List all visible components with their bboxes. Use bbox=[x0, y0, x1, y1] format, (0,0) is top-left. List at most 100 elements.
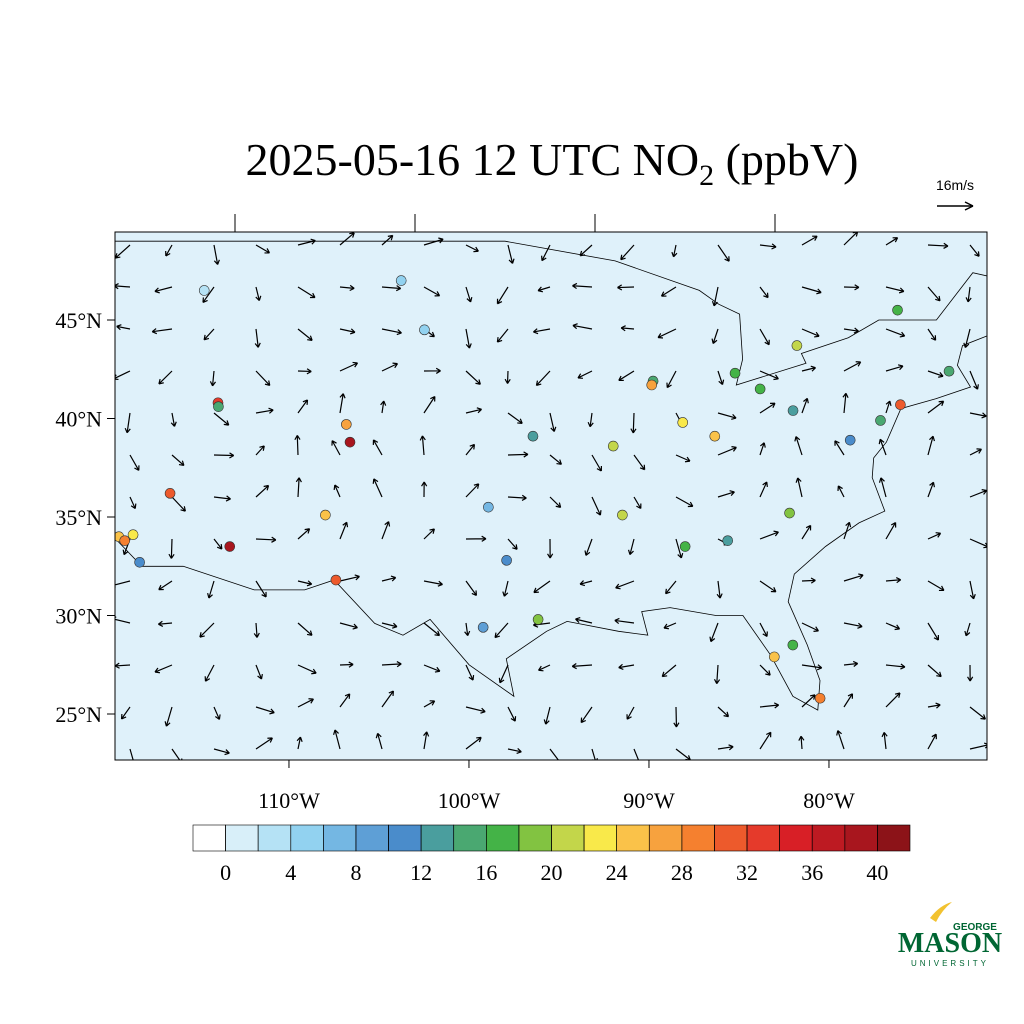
wind-arrow bbox=[965, 286, 972, 303]
wind-arrow bbox=[255, 536, 277, 543]
wind-arrow bbox=[465, 664, 475, 681]
station bbox=[477, 622, 489, 633]
wind-reference-label: 16m/s bbox=[936, 177, 974, 193]
wind-arrow bbox=[537, 286, 551, 293]
wind-arrow bbox=[801, 365, 816, 372]
wind-arrow bbox=[717, 706, 730, 718]
wind-arrow bbox=[713, 664, 721, 685]
wind-arrow bbox=[507, 244, 515, 264]
station bbox=[679, 541, 691, 552]
colorbar-box bbox=[388, 824, 422, 852]
station bbox=[320, 509, 331, 521]
wind-reference-arrow bbox=[937, 201, 974, 211]
wind-arrow bbox=[665, 580, 677, 595]
wind-arrow bbox=[213, 495, 231, 502]
wind-arrow bbox=[843, 660, 859, 668]
wind-arrow bbox=[587, 412, 594, 428]
wind-arrow bbox=[618, 370, 635, 382]
wind-arrow bbox=[633, 454, 646, 471]
wind-arrow bbox=[878, 438, 887, 456]
wind-arrow bbox=[927, 481, 935, 498]
colorbar-tick-label: 4 bbox=[285, 860, 296, 885]
station bbox=[791, 340, 803, 351]
wind-arrow bbox=[630, 412, 637, 434]
wind-arrow bbox=[255, 286, 262, 301]
wind-arrow bbox=[675, 496, 694, 508]
wind-arrow bbox=[801, 235, 818, 246]
title-text: (ppbV) bbox=[714, 134, 858, 185]
wind-arrow bbox=[372, 478, 383, 498]
wind-arrow bbox=[465, 736, 482, 750]
colorbar-box bbox=[648, 824, 683, 852]
wind-arrow bbox=[878, 477, 887, 498]
wind-arrow bbox=[171, 496, 186, 512]
title-subscript: 2 bbox=[699, 159, 714, 192]
wind-arrow bbox=[158, 370, 173, 385]
station bbox=[754, 383, 766, 395]
wind-arrow bbox=[255, 737, 273, 750]
wind-arrow bbox=[843, 693, 854, 708]
station bbox=[607, 440, 619, 452]
station bbox=[330, 574, 342, 586]
wind-arrow bbox=[927, 664, 942, 678]
logo-main: MASON bbox=[898, 928, 1002, 959]
wind-arrow bbox=[171, 748, 183, 760]
wind-arrow bbox=[794, 436, 803, 456]
wind-arrow bbox=[465, 286, 473, 303]
wind-arrow bbox=[759, 370, 779, 381]
wind-arrow bbox=[584, 538, 593, 556]
wind-arrow bbox=[717, 490, 735, 498]
station bbox=[527, 430, 539, 442]
wind-arrow bbox=[591, 748, 598, 760]
wind-arrow bbox=[927, 580, 945, 592]
wind-arrow bbox=[203, 328, 215, 341]
wind-arrow bbox=[297, 664, 317, 675]
colorbar-box bbox=[811, 824, 846, 852]
wind-arrow bbox=[661, 664, 677, 678]
wind-arrow bbox=[842, 392, 849, 414]
wind-arrow bbox=[372, 439, 383, 456]
wind-arrow bbox=[507, 412, 523, 424]
wind-arrow bbox=[339, 328, 356, 335]
wind-arrow bbox=[885, 522, 897, 540]
colorbar-box bbox=[779, 824, 813, 852]
wind-arrow bbox=[496, 328, 509, 343]
wind-arrow bbox=[620, 244, 635, 261]
wind-arrow bbox=[617, 284, 635, 291]
wind-arrow bbox=[164, 706, 173, 727]
wind-arrow bbox=[151, 328, 173, 335]
wind-arrow bbox=[115, 244, 131, 259]
wind-arrow bbox=[579, 580, 593, 587]
wind-arrow bbox=[157, 620, 173, 627]
wind-arrow bbox=[843, 521, 852, 540]
wind-arrow bbox=[801, 577, 816, 584]
station bbox=[395, 275, 407, 286]
wind-arrow bbox=[759, 622, 768, 637]
station bbox=[213, 401, 224, 412]
wind-arrow bbox=[171, 454, 185, 467]
station bbox=[40, 467, 50, 477]
wind-arrow bbox=[423, 367, 441, 374]
wind-arrow bbox=[927, 370, 944, 378]
wind-arrow bbox=[660, 286, 677, 297]
wind-arrow bbox=[837, 485, 845, 498]
colorbar-tick-label: 40 bbox=[866, 860, 888, 885]
wind-arrow bbox=[541, 244, 551, 262]
wind-arrow bbox=[115, 370, 131, 381]
wind-arrow bbox=[202, 286, 215, 303]
wind-arrow bbox=[927, 622, 940, 641]
wind-arrow bbox=[423, 237, 444, 246]
wind-arrow bbox=[717, 412, 737, 420]
wind-arrow bbox=[129, 454, 140, 471]
wind-arrow bbox=[213, 706, 221, 720]
wind-arrow bbox=[591, 496, 602, 516]
wind-arrow bbox=[549, 496, 562, 508]
wind-arrow bbox=[423, 286, 441, 297]
wind-arrow bbox=[580, 706, 593, 724]
colorbar-box bbox=[877, 824, 911, 852]
wind-arrow bbox=[927, 532, 942, 540]
station bbox=[646, 379, 658, 391]
wind-arrow bbox=[465, 443, 476, 456]
station bbox=[127, 529, 139, 541]
wind-arrow bbox=[297, 528, 311, 540]
